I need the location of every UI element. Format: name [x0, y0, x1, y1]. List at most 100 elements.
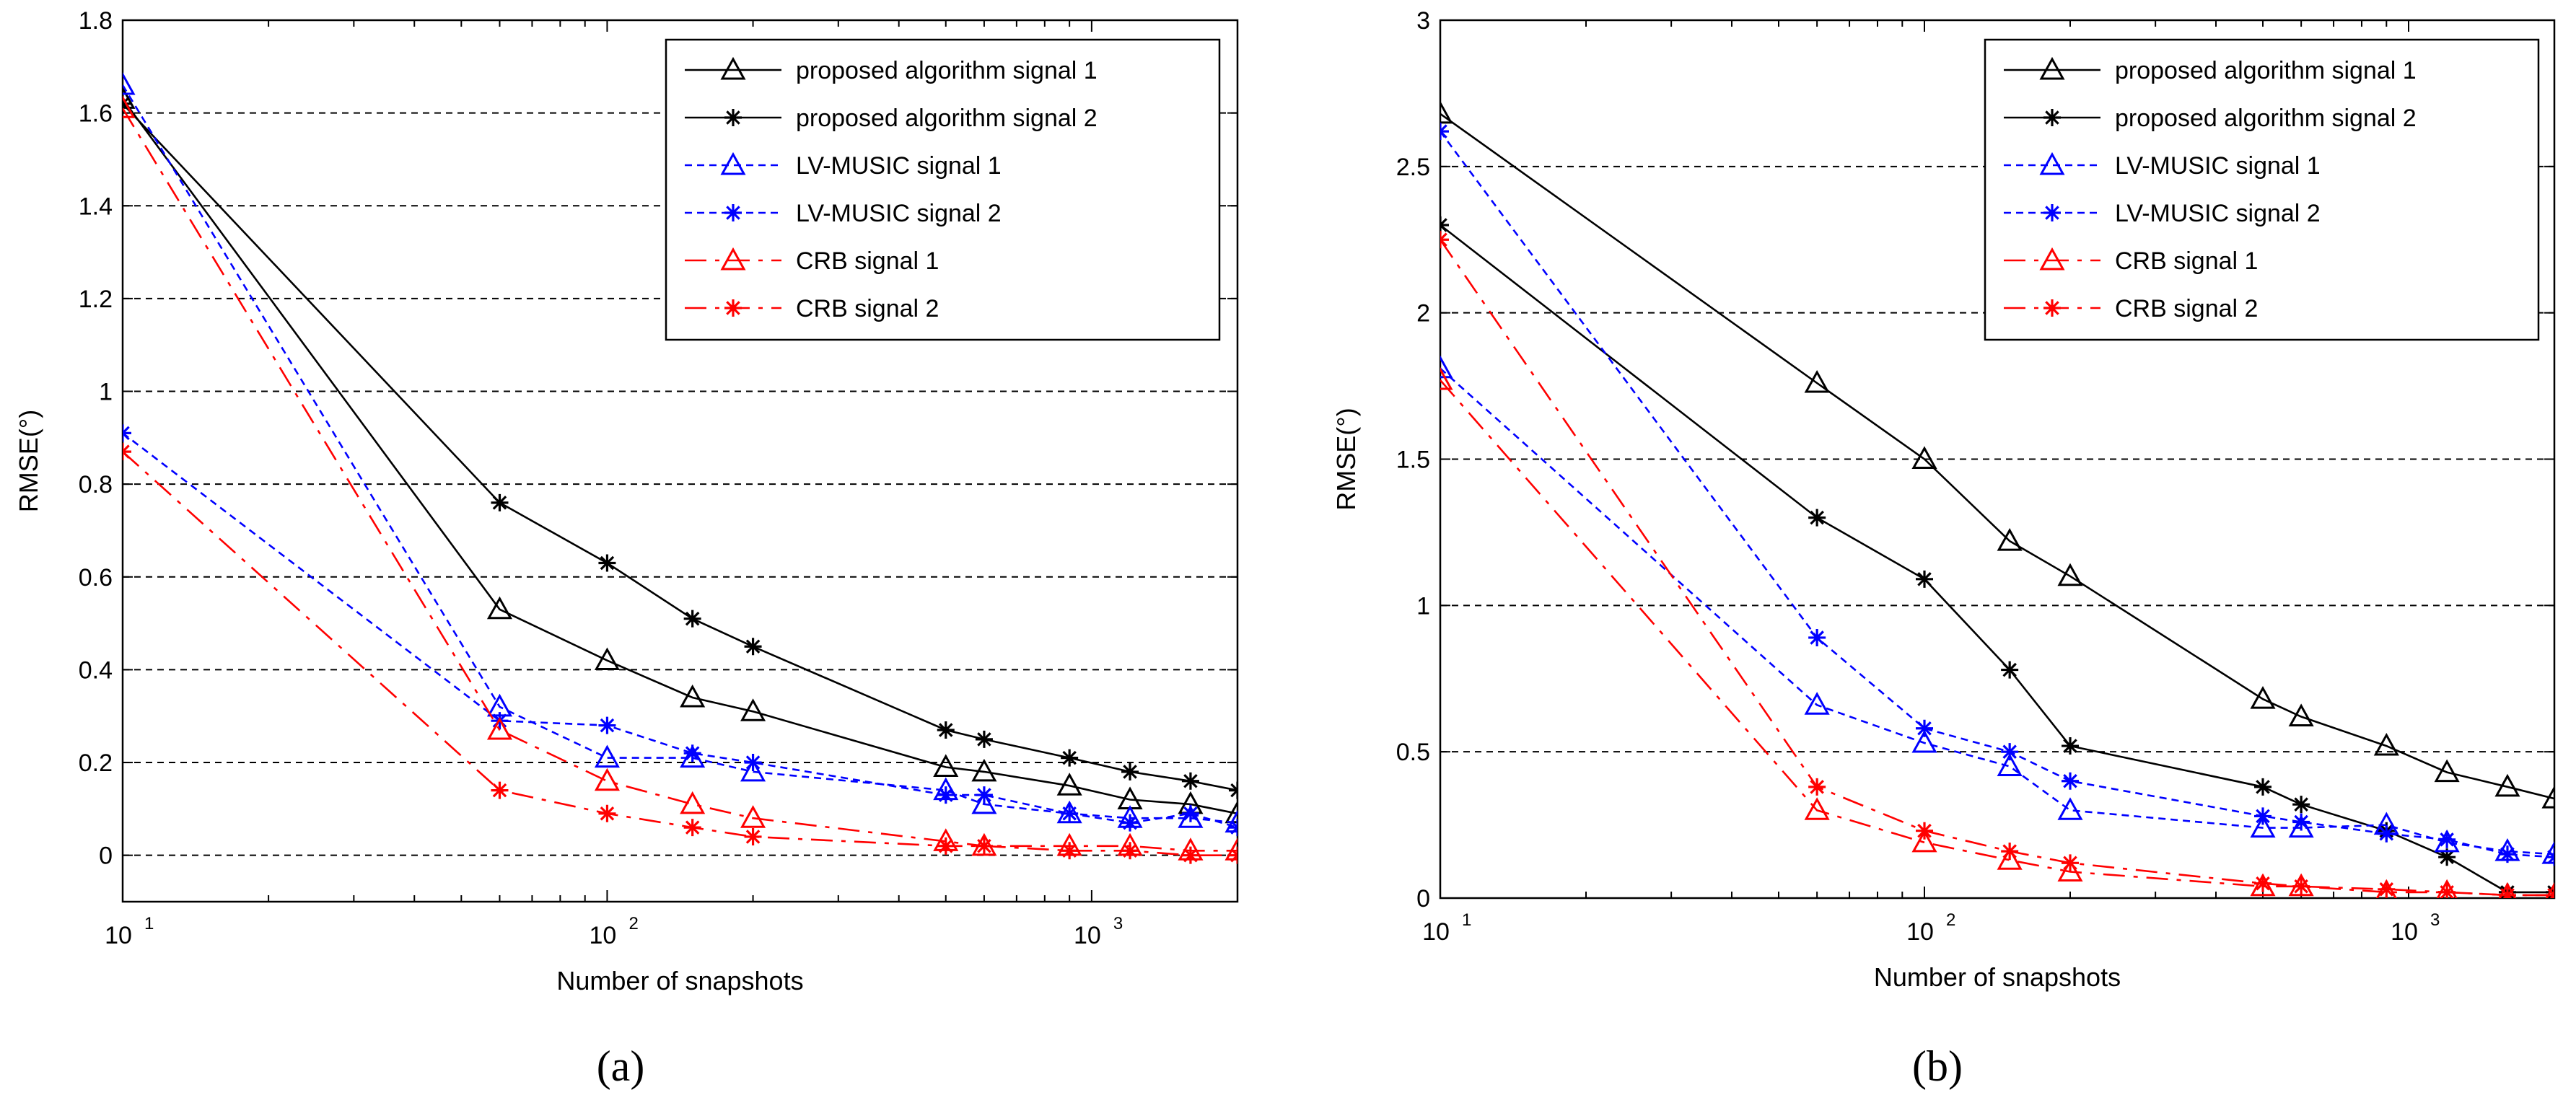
x-axis-label: Number of snapshots [556, 966, 803, 995]
legend-entry: LV-MUSIC signal 1 [685, 151, 1002, 180]
series-lv-music-signal-2-star-marker [1061, 804, 1079, 822]
series-proposed-algorithm-signal-2-star-marker [598, 554, 616, 572]
series-proposed-algorithm-signal-1-triangle-marker [2288, 703, 2314, 726]
chart-panel-a: 0 0.2 0.4 0.6 0.8 1 1.2 1.4 1.6 1.8 10 1 10 2 10 3 propo… [14, 7, 1239, 1090]
series-crb-signal-2-star-marker [2254, 874, 2272, 892]
series-proposed-algorithm-signal-1-line [1440, 113, 2554, 800]
series-crb-signal-2-star-marker [937, 837, 955, 855]
axes-frame [1439, 19, 2556, 900]
series-lv-music-signal-1-triangle-marker [971, 791, 997, 814]
legend-box [1984, 38, 2540, 341]
series-crb-signal-2-star-marker [2378, 880, 2396, 898]
series-lv-music-signal-2-star-marker [2001, 743, 2019, 761]
series-proposed-algorithm-signal-2-star-marker [2001, 661, 2019, 679]
series-crb-signal-2-star-marker [744, 827, 762, 845]
legend-star-marker [2043, 204, 2061, 221]
legend-label: CRB signal 2 [2115, 295, 2258, 322]
chart-panel-b: 0 0.5 1 1.5 2 2.5 3 10 1 10 2 10 3 proposed algorithm… [1331, 7, 2556, 1090]
series-proposed-algorithm-signal-2 [123, 94, 1237, 799]
series-lv-music-signal-2-star-marker [2062, 772, 2079, 790]
series-lv-music-signal-1-triangle-marker [1440, 355, 1453, 379]
series-proposed-algorithm-signal-2 [1440, 216, 2554, 898]
legend-box [665, 38, 1221, 341]
legend-triangle-marker [720, 151, 746, 175]
legend-label: LV-MUSIC signal 1 [2115, 152, 2321, 180]
legend-entry: CRB signal 1 [685, 247, 939, 275]
y-tick-label: 3 [1416, 7, 1430, 35]
series-crb-signal-2-star-marker [1181, 846, 1199, 864]
series-proposed-algorithm-signal-1-triangle-marker [933, 754, 959, 777]
x-tick-label: 10 [1074, 922, 1101, 949]
y-tick-label: 0.8 [79, 471, 113, 498]
series-crb-signal-2 [123, 443, 1237, 864]
series-lv-music-signal-2-star-marker [1229, 819, 1237, 837]
series-crb-signal-2-star-marker [1121, 842, 1139, 860]
series-proposed-algorithm-signal-1-triangle-marker [1804, 369, 1830, 393]
series-proposed-algorithm-signal-2-star-marker [683, 610, 701, 628]
x-tick-label: 10 [2391, 918, 2418, 946]
legend-label: proposed algorithm signal 2 [2115, 105, 2417, 132]
series-crb-signal-1-triangle-marker [1440, 366, 1453, 390]
series-proposed-algorithm-signal-1-triangle-marker [740, 698, 766, 721]
legend-star-marker [724, 109, 742, 126]
series-proposed-algorithm-signal-1-triangle-marker [1440, 100, 1453, 124]
legend-label: CRB signal 1 [2115, 247, 2258, 275]
legend-label: CRB signal 2 [796, 295, 939, 322]
x-tick-exponent: 2 [628, 914, 638, 933]
series-proposed-algorithm-signal-1-triangle-marker [594, 647, 620, 671]
series-lv-music-signal-1-triangle-marker [1178, 805, 1204, 828]
legend-entry: LV-MUSIC signal 2 [685, 200, 1002, 227]
series-lv-music-signal-1-triangle-marker [1911, 729, 1937, 753]
legend-label: proposed algorithm signal 1 [796, 57, 1098, 84]
series-proposed-algorithm-signal-1-triangle-marker [1225, 800, 1237, 824]
y-tick-label: 0 [1416, 885, 1430, 913]
series-crb-signal-1-triangle-marker [486, 716, 513, 740]
series-lv-music-signal-2-star-marker [2438, 830, 2456, 848]
series-lv-music-signal-1-triangle-marker [680, 744, 706, 768]
legend: proposed algorithm signal 1 proposed algo… [665, 38, 1221, 341]
x-axis-label: Number of snapshots [1874, 962, 2121, 992]
series-proposed-algorithm-signal-2-star-marker [2062, 737, 2079, 755]
series-crb-signal-2-star-marker [683, 819, 701, 837]
y-tick-label: 1.4 [79, 193, 113, 220]
series-proposed-algorithm-signal-2-star-marker [975, 730, 993, 748]
x-tick-exponent: 3 [1113, 914, 1123, 933]
series-lv-music-signal-2-star-marker [683, 744, 701, 762]
series-proposed-algorithm-signal-1-triangle-marker [2541, 785, 2554, 809]
y-tick-label: 2 [1416, 300, 1430, 327]
series-lv-music-signal-1-triangle-marker [2250, 814, 2276, 838]
legend-entry: proposed algorithm signal 2 [2004, 105, 2417, 132]
y-tick-label: 1.8 [79, 7, 113, 35]
legend-entry: CRB signal 1 [2004, 247, 2258, 275]
series-crb-signal-2-star-marker [123, 443, 131, 461]
series-proposed-algorithm-signal-2-star-marker [2254, 778, 2272, 796]
series-crb-signal-2-star-marker [1916, 822, 1933, 840]
series-crb-signal-2-star-marker [598, 804, 616, 822]
series-proposed-algorithm-signal-1 [1440, 100, 2554, 809]
series-lv-music-signal-2-star-marker [975, 786, 993, 804]
x-tick-label: 10 [1906, 918, 1934, 946]
y-tick-label: 2.5 [1396, 154, 1430, 181]
series-lv-music-signal-1-triangle-marker [123, 71, 136, 95]
series-proposed-algorithm-signal-1-triangle-marker [680, 684, 706, 708]
series-lv-music-signal-2-star-marker [1916, 719, 1933, 737]
series-crb-signal-2-star-marker [2292, 877, 2310, 895]
series-lv-music-signal-2-star-marker [2378, 825, 2396, 843]
axes-frame [121, 19, 1239, 903]
series-lv-music-signal-2-star-marker [744, 754, 762, 772]
legend-label: proposed algorithm signal 2 [796, 105, 1098, 132]
legend-entry: proposed algorithm signal 2 [685, 105, 1098, 132]
series-proposed-algorithm-signal-1-line [123, 98, 1237, 815]
series-proposed-algorithm-signal-2-star-marker [491, 493, 509, 511]
legend-label: proposed algorithm signal 1 [2115, 57, 2417, 84]
series-crb-signal-1-triangle-marker [1911, 829, 1937, 853]
series-crb-signal-2-star-marker [1440, 231, 1449, 249]
series-lv-music-signal-2-star-marker [1121, 814, 1139, 832]
series-proposed-algorithm-signal-2-star-marker [2438, 848, 2456, 866]
x-tick-exponent: 2 [1946, 910, 1955, 930]
legend: proposed algorithm signal 1 proposed algo… [1984, 38, 2540, 341]
series-crb-signal-2-star-marker [2438, 883, 2456, 898]
series-crb-signal-1-triangle-marker [1997, 847, 2023, 870]
series-crb-signal-2 [1440, 231, 2554, 898]
series-proposed-algorithm-signal-1-triangle-marker [2250, 686, 2276, 709]
